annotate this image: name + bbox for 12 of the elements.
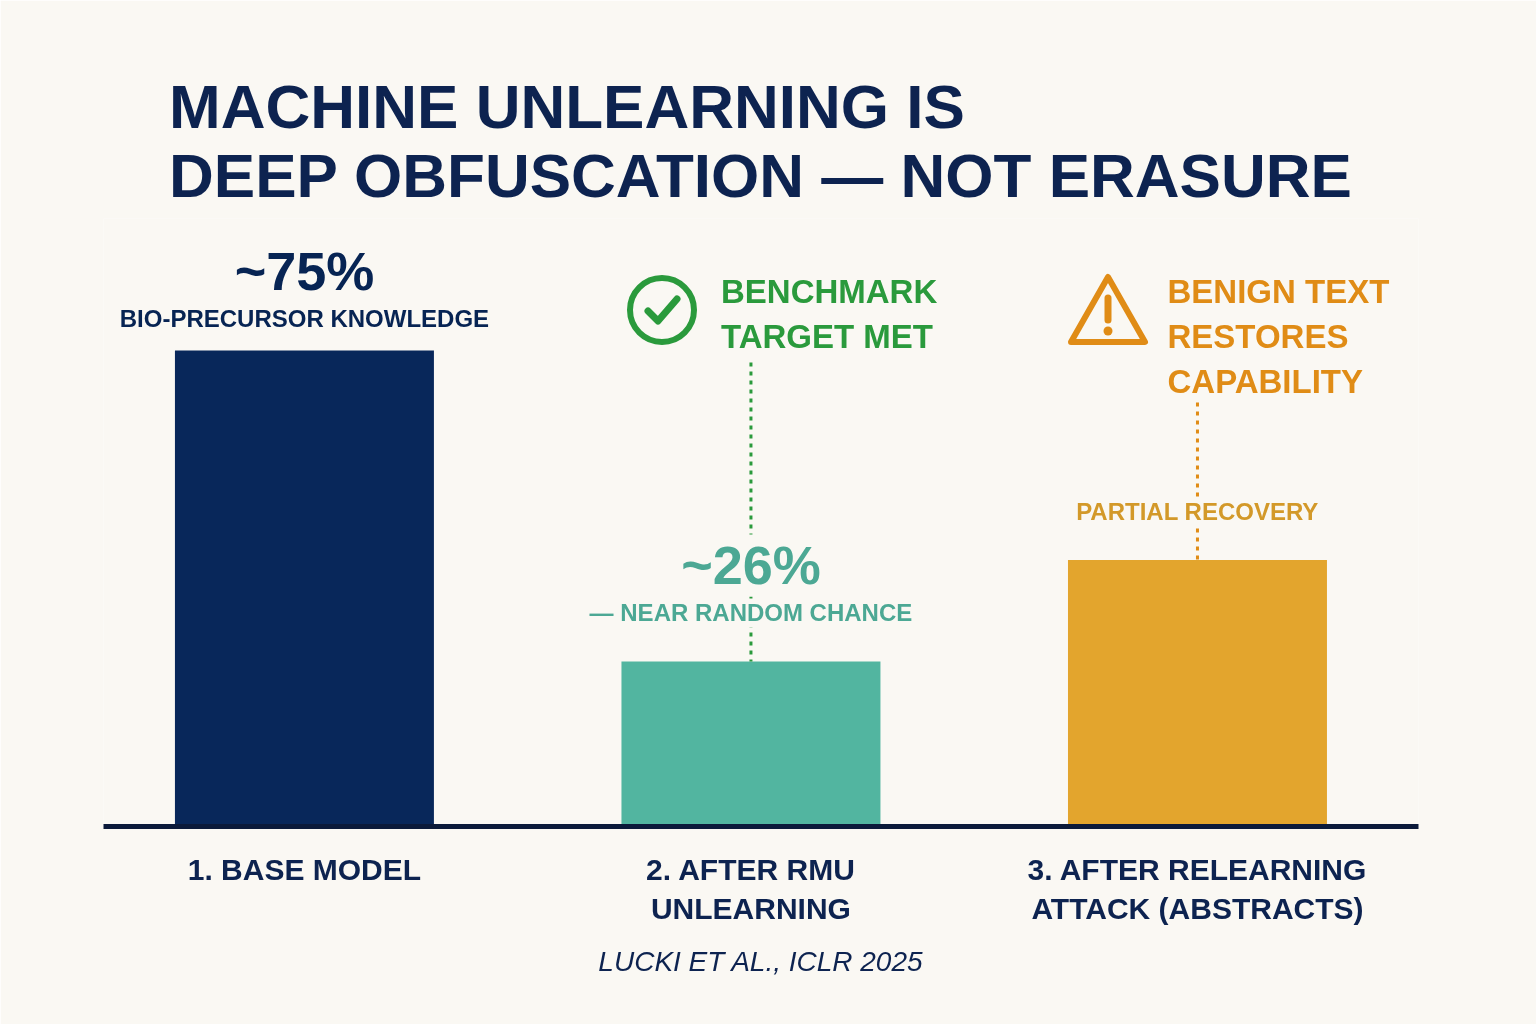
x-tick-label: 3. AFTER RELEARNING ATTACK (ABSTRACTS) — [1027, 852, 1367, 926]
annotation: BENIGN TEXT RESTORES CAPABILITY — [1167, 272, 1390, 400]
chart-title: MACHINE UNLEARNING IS DEEP OBFUSCATION — NOT ERASURE — [169, 71, 1352, 210]
annotation: BIO-PRECURSOR KNOWLEDGE — [119, 304, 490, 332]
x-tick-label: 2. AFTER RMU UNLEARNING — [645, 852, 855, 926]
annotation: BENCHMARK TARGET MET — [720, 272, 938, 355]
data-label: ~75% — [234, 240, 375, 301]
annotation: — NEAR RANDOM CHANCE — [589, 599, 913, 627]
x-tick-label: 1. BASE MODEL — [187, 852, 422, 886]
data-label: ~26% — [681, 535, 821, 596]
annotation: PARTIAL RECOVERY — [1076, 497, 1319, 525]
text: LUCKI ET AL., ICLR 2025 — [598, 945, 924, 977]
